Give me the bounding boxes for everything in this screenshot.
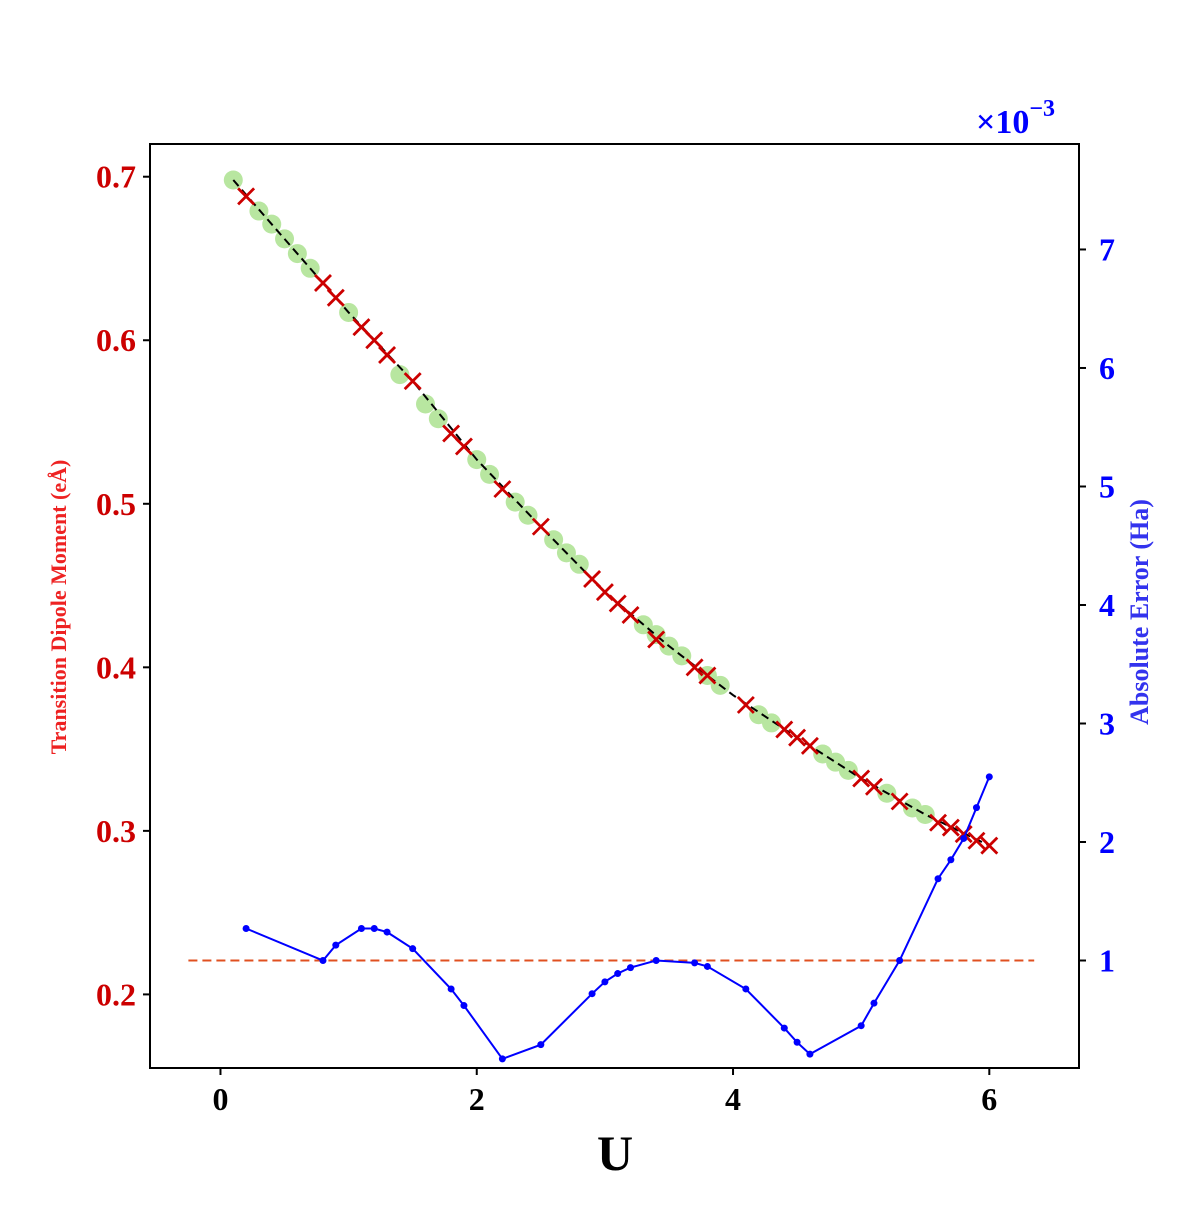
circle-point: [569, 554, 589, 574]
x-marker-point: [378, 345, 397, 364]
error-point: [896, 957, 904, 965]
error-point: [498, 1055, 506, 1063]
x-marker-point: [967, 831, 986, 850]
x-tick-label: 4: [725, 1081, 741, 1117]
x-marker-point: [941, 818, 960, 837]
x-tick-label: 6: [981, 1081, 997, 1117]
error-point: [972, 804, 980, 812]
right-y-tick-label: 4: [1099, 587, 1115, 623]
error-point: [985, 773, 993, 781]
x-marker-point: [954, 825, 973, 844]
right-y-tick-label: 5: [1099, 468, 1115, 504]
error-point: [742, 985, 750, 993]
right-axis-multiplier: ×10−3: [976, 96, 1055, 141]
error-point: [627, 964, 635, 972]
error-point: [614, 970, 622, 978]
right-y-axis-label: Absolute Error (Ha): [1125, 499, 1154, 725]
error-point: [703, 962, 711, 970]
x-marker-point: [852, 769, 871, 788]
x-marker-point: [698, 666, 717, 685]
error-point: [934, 875, 942, 883]
circle-point: [505, 492, 525, 512]
circle-point: [428, 409, 448, 429]
error-point: [960, 834, 968, 842]
error-point: [601, 978, 609, 986]
x-marker-point: [365, 331, 384, 350]
right-y-tick-label: 2: [1099, 824, 1115, 860]
x-marker-point: [775, 720, 794, 739]
circle-point: [223, 170, 243, 190]
error-point: [370, 925, 378, 933]
x-tick-label: 2: [469, 1081, 485, 1117]
error-point: [857, 1022, 865, 1030]
x-marker-point: [929, 813, 948, 832]
x-marker-point: [788, 728, 807, 747]
error-point: [780, 1024, 788, 1032]
error-point: [588, 990, 596, 998]
left-y-tick-label: 0.4: [96, 649, 136, 685]
error-point: [460, 1002, 468, 1010]
x-marker-point: [454, 437, 473, 456]
x-marker-point: [403, 372, 422, 391]
error-point: [383, 928, 391, 936]
error-point: [652, 957, 660, 965]
x-marker-point: [531, 517, 550, 536]
x-marker-point: [647, 630, 666, 649]
error-point: [537, 1041, 545, 1049]
circle-point: [415, 394, 435, 414]
right-y-tick-label: 1: [1099, 943, 1115, 979]
x-marker-point: [736, 695, 755, 714]
x-marker-point: [621, 606, 640, 624]
left-y-tick-label: 0.7: [96, 159, 136, 195]
circle-point: [915, 805, 935, 825]
left-y-tick-label: 0.6: [96, 322, 136, 358]
x-marker-point: [864, 777, 883, 796]
left-y-tick-label: 0.2: [96, 976, 136, 1012]
error-point: [691, 959, 699, 967]
x-marker-point: [890, 792, 909, 811]
error-point: [409, 945, 417, 953]
error-point: [447, 985, 455, 993]
error-point: [870, 999, 878, 1007]
x-marker-point: [313, 274, 332, 292]
error-point: [793, 1038, 801, 1046]
error-point: [947, 856, 955, 864]
left-y-axis-label: Transition Dipole Moment (eÅ): [46, 460, 71, 755]
reference-dashed-line: [232, 179, 990, 847]
left-y-tick-label: 0.3: [96, 813, 136, 849]
right-y-tick-label: 3: [1099, 705, 1115, 741]
right-y-tick-label: 6: [1099, 350, 1115, 386]
right-y-tick-label: 7: [1099, 231, 1115, 267]
error-line: [245, 776, 991, 1061]
error-point: [332, 941, 340, 949]
error-point: [806, 1050, 814, 1058]
x-tick-label: 0: [212, 1081, 228, 1117]
x-marker-point: [237, 187, 256, 206]
circle-point: [838, 760, 858, 780]
x-marker-point: [980, 836, 999, 855]
x-axis-label: U: [597, 1125, 633, 1181]
left-y-tick-label: 0.5: [96, 486, 136, 522]
axes-layer: 0 2 4 6 0.2 0.3 0.4 0.5 0.6 0.7 1 2 3 4 5 6 7: [96, 143, 1115, 1117]
error-point: [357, 925, 365, 933]
circle-point: [390, 365, 410, 385]
error-point: [319, 957, 327, 965]
plot-frame: [149, 143, 1080, 1069]
x-marker-point: [800, 736, 819, 755]
x-marker-point: [326, 288, 345, 307]
x-marker-point: [493, 480, 512, 499]
x-marker-point: [685, 658, 704, 677]
error-point: [242, 925, 250, 933]
plot-series-layer: [188, 170, 1035, 1063]
